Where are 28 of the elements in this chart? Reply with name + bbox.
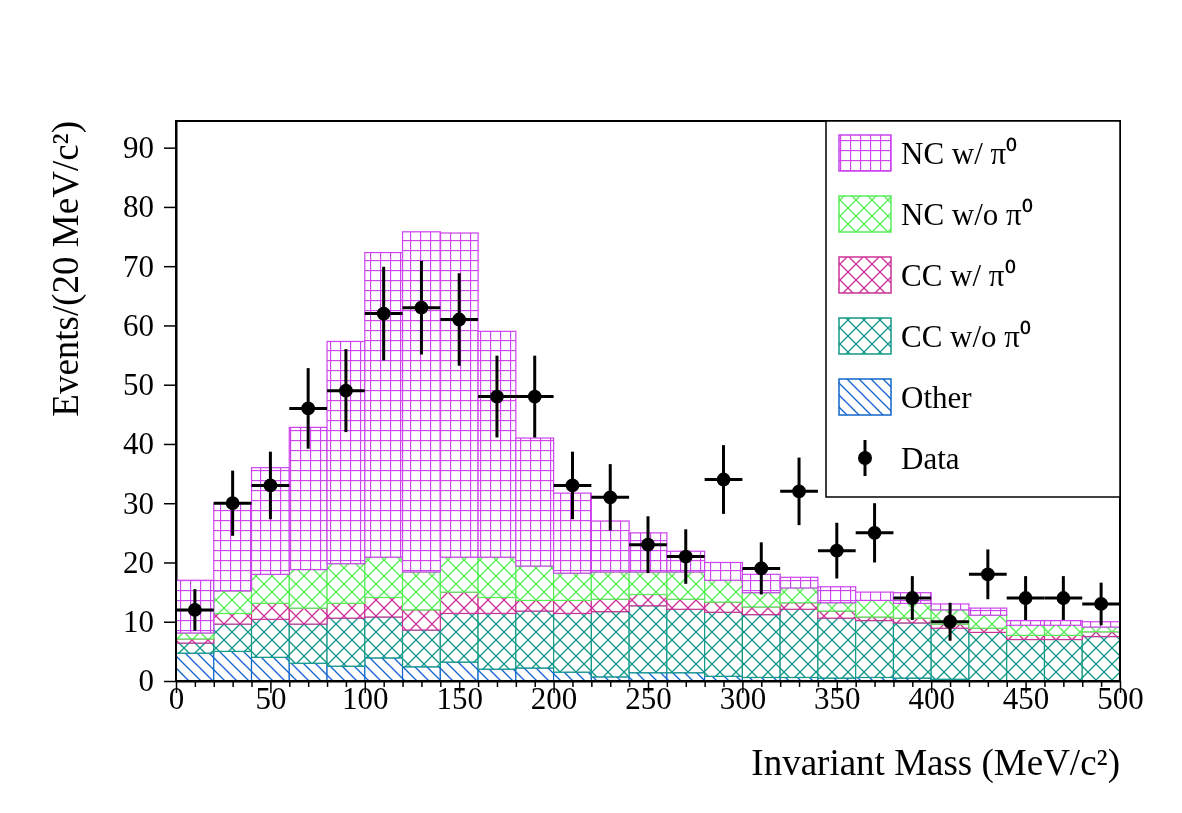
x-tick-label: 100: [342, 681, 389, 717]
x-tick-label: 450: [1002, 681, 1050, 717]
x-tick-label: 200: [530, 681, 578, 717]
y-tick-label: 90: [123, 130, 154, 166]
x-tick-label: 50: [255, 681, 287, 717]
x-axis-title: Invariant Mass (MeV/c²): [751, 742, 1120, 784]
y-axis-title: Events/(20 MeV/c²): [45, 121, 87, 417]
legend-label: Other: [901, 380, 973, 415]
legend-label: Data: [901, 441, 960, 476]
y-tick-label: 10: [123, 604, 154, 640]
x-tick-label: 150: [436, 681, 483, 717]
x-tick-label: 400: [908, 681, 955, 717]
x-tick-label: 500: [1097, 681, 1144, 717]
legend-label: CC w/ π⁰: [901, 258, 1016, 293]
x-tick-label: 0: [168, 681, 185, 717]
x-tick-label: 300: [719, 681, 767, 717]
y-tick-label: 70: [123, 248, 154, 284]
legend-label: NC w/ π⁰: [901, 136, 1018, 171]
legend-label: NC w/o π⁰: [901, 197, 1033, 232]
x-tick-label: 350: [814, 681, 861, 717]
y-tick-label: 60: [123, 307, 154, 343]
y-tick-label: 80: [123, 189, 154, 225]
y-tick-label: 50: [123, 367, 154, 403]
x-tick-label: 250: [625, 681, 672, 717]
y-tick-label: 40: [123, 426, 154, 462]
y-tick-label: 20: [123, 544, 154, 580]
y-tick-label: 30: [123, 485, 154, 521]
legend-label: CC w/o π⁰: [901, 319, 1032, 354]
